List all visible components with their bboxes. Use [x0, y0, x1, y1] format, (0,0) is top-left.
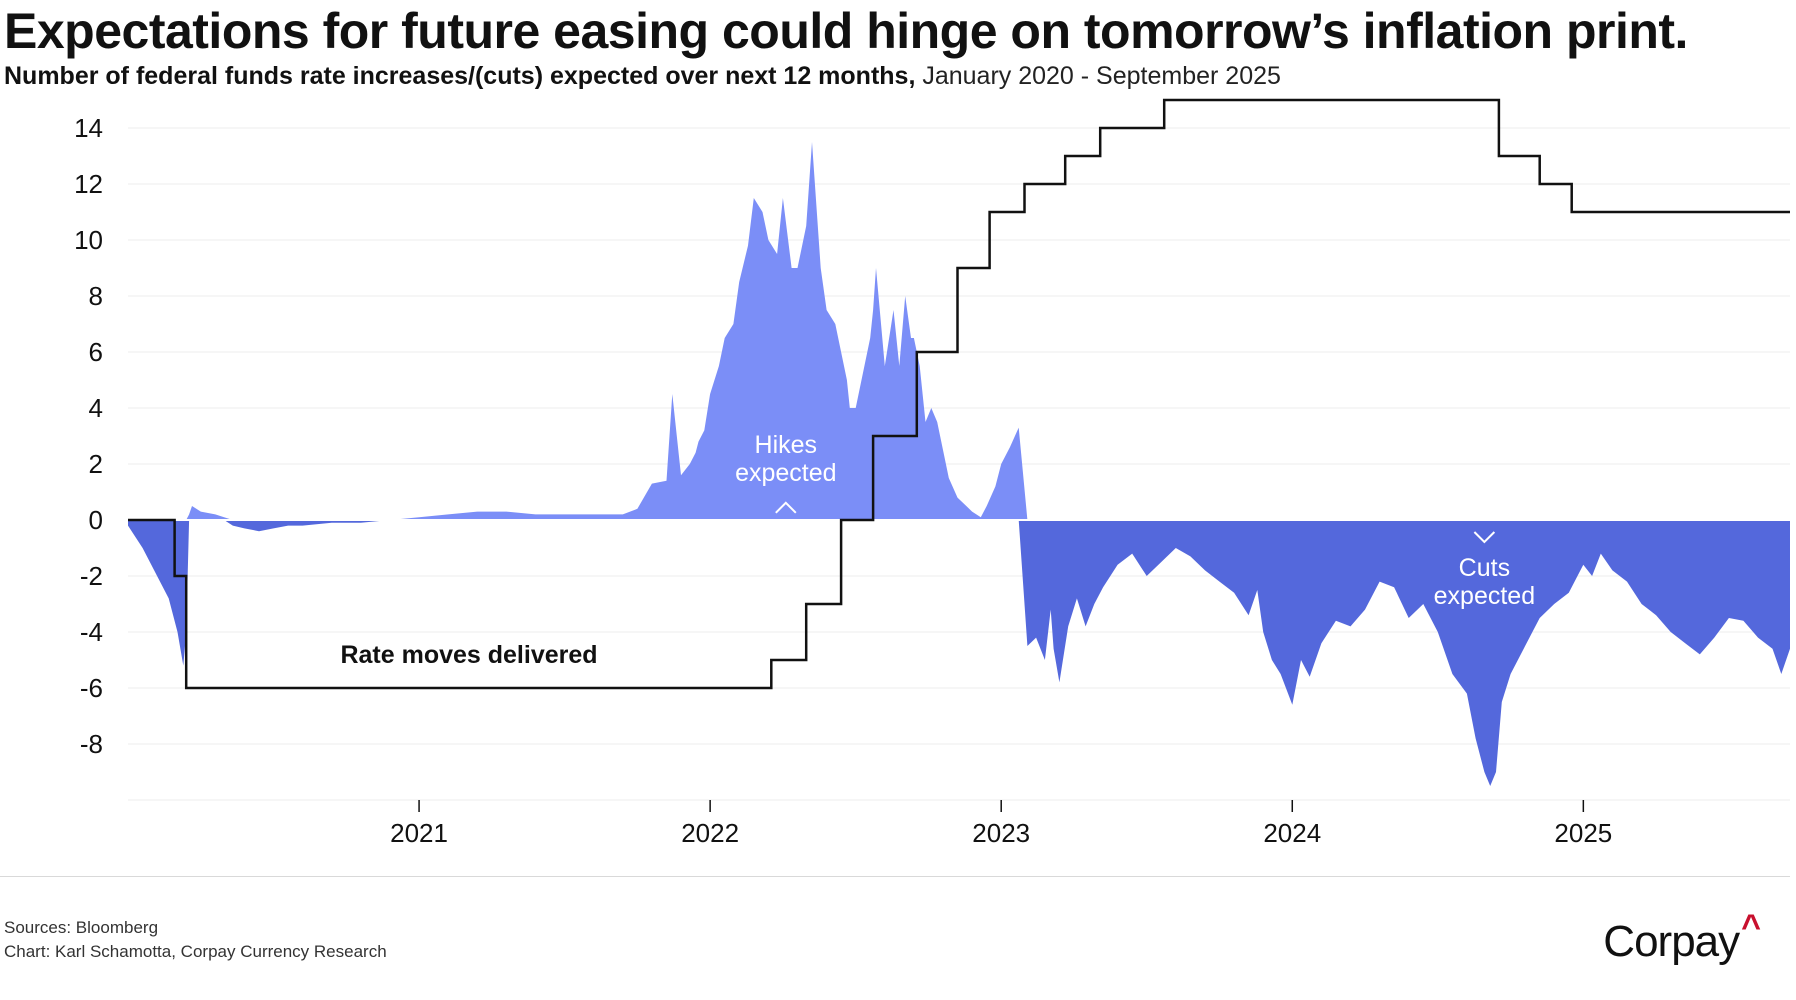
- annotation-cuts-label: expected: [1434, 582, 1535, 610]
- chart-subtitle: Number of federal funds rate increases/(…: [4, 62, 1281, 91]
- x-tick-label: 2023: [972, 818, 1030, 848]
- y-tick-label: -6: [80, 673, 103, 703]
- y-tick-label: -4: [80, 617, 103, 647]
- y-tick-label: 12: [74, 169, 103, 199]
- chart-title: Expectations for future easing could hin…: [4, 3, 1688, 59]
- rate-moves-step-path: [128, 98, 1790, 690]
- sources-note: Sources: Bloomberg: [4, 918, 159, 937]
- y-tick-label: 14: [74, 113, 103, 143]
- y-tick-label: 4: [89, 393, 103, 423]
- y-tick-label: 6: [89, 337, 103, 367]
- expectations-area: [128, 142, 1790, 786]
- grid-lines: [128, 127, 1790, 801]
- chart-credit: Chart: Karl Schamotta, Corpay Currency R…: [4, 942, 387, 961]
- x-tick-label: 2024: [1263, 818, 1321, 848]
- y-tick-label: 0: [89, 505, 103, 535]
- corpay-logo-text: Corpay: [1603, 917, 1740, 966]
- y-axis: -8 -6 -4 -2 0 2 4 6 8 10 12 14: [74, 113, 103, 759]
- annotation-hikes-label: expected: [735, 459, 836, 487]
- y-tick-label: 2: [89, 449, 103, 479]
- annotation-cuts-arrow: [1473, 531, 1496, 544]
- x-axis: 2021 2022 2023 2024 2025: [390, 800, 1612, 848]
- y-tick-label: -8: [80, 729, 103, 759]
- rate-moves-delivered-line: [128, 98, 1790, 690]
- corpay-logo-mark: ^: [1741, 908, 1761, 946]
- x-tick-label: 2022: [681, 818, 739, 848]
- y-tick-label: 10: [74, 225, 103, 255]
- corpay-logo: Corpay^: [1603, 908, 1761, 967]
- y-tick-label: -2: [80, 561, 103, 591]
- annotation-rate-moves-label: Rate moves delivered: [340, 641, 597, 669]
- subtitle-date-range: January 2020 - September 2025: [915, 62, 1281, 90]
- footer-divider: [0, 876, 1790, 877]
- annotation-hikes-label: Hikes: [755, 431, 818, 459]
- y-tick-label: 8: [89, 281, 103, 311]
- annotation-hikes-arrow: [775, 501, 797, 514]
- cuts-expected-area: [128, 520, 1790, 786]
- x-tick-label: 2021: [390, 818, 448, 848]
- subtitle-description: Number of federal funds rate increases/(…: [4, 62, 916, 90]
- x-tick-label: 2025: [1554, 818, 1612, 848]
- chart-plot: -8 -6 -4 -2 0 2 4 6 8 10 12 14 2021 2022 2023 2024 2025…: [74, 98, 1790, 848]
- hikes-expected-area: [128, 142, 1790, 520]
- annotation-cuts-label: Cuts: [1459, 554, 1510, 582]
